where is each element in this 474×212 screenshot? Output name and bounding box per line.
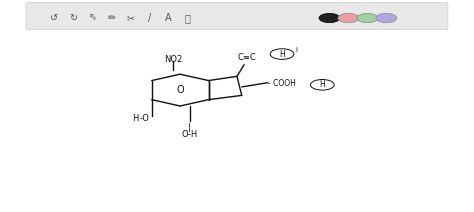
Text: ↻: ↻ — [69, 13, 78, 23]
Text: O: O — [176, 85, 184, 95]
Text: O-H: O-H — [182, 130, 198, 139]
Text: ↺: ↺ — [50, 13, 59, 23]
Text: H: H — [319, 80, 325, 89]
Text: - COOH: - COOH — [268, 79, 296, 88]
Text: H: H — [132, 114, 138, 123]
Text: C≡C: C≡C — [237, 53, 256, 62]
Text: ✂: ✂ — [126, 13, 135, 23]
Text: /: / — [148, 13, 151, 23]
Text: i: i — [295, 47, 297, 53]
Text: ⇖: ⇖ — [88, 13, 97, 23]
Text: A: A — [165, 13, 172, 23]
Circle shape — [319, 13, 340, 23]
Circle shape — [310, 80, 334, 90]
Text: |: | — [188, 123, 191, 132]
Text: ✏: ✏ — [107, 13, 116, 23]
Text: H: H — [279, 50, 285, 59]
Circle shape — [270, 49, 294, 59]
Text: NO2: NO2 — [164, 55, 182, 64]
Text: -O: -O — [140, 114, 149, 123]
Circle shape — [338, 13, 359, 23]
Text: 🖼: 🖼 — [184, 13, 190, 23]
Circle shape — [357, 13, 378, 23]
Circle shape — [376, 13, 397, 23]
FancyBboxPatch shape — [26, 3, 448, 30]
